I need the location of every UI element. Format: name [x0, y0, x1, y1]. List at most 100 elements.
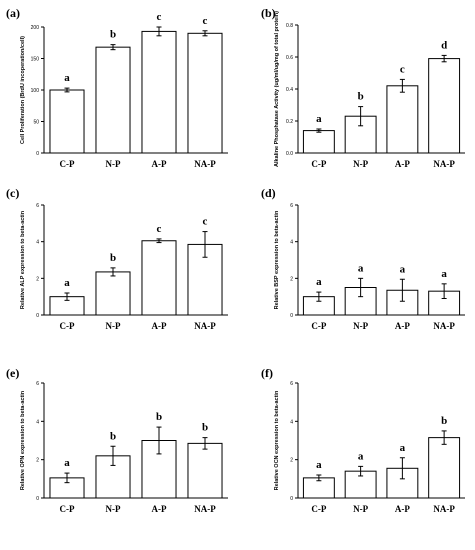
category-label: C-P: [311, 159, 326, 169]
y-tick-label: 4: [36, 240, 39, 246]
category-label: C-P: [60, 321, 75, 331]
category-label: A-P: [152, 504, 167, 514]
y-tick-label: 4: [290, 240, 293, 246]
category-label: C-P: [60, 504, 75, 514]
bar: [386, 85, 419, 154]
y-axis-label: Relative OPN expression to beta-actin: [20, 390, 26, 490]
y-axis-label: Relative ALP expression to beta-actin: [20, 210, 26, 309]
chart-panel-b: (b) 0.0 0.2 0.4 0.6 0.8 Alkaline Phosphatase A…: [261, 6, 465, 169]
y-tick-label: 0: [36, 496, 39, 502]
category-label: NA-P: [194, 504, 216, 514]
panel-label: (c): [6, 186, 19, 200]
chart-panel-e: (e) 0 2 4 6 Relative OPN expression to beta-a…: [6, 366, 228, 514]
y-tick-label: 6: [36, 203, 39, 209]
y-axis-label: Alkaline Phosphatase Activity (ug/ml/ug/…: [274, 11, 280, 167]
category-label: C-P: [311, 321, 326, 331]
category-label: NA-P: [194, 321, 216, 331]
y-tick-label: 150: [31, 57, 40, 63]
category-label: C-P: [311, 504, 326, 514]
significance-letter: a: [64, 72, 70, 84]
significance-letter: b: [110, 252, 116, 264]
bar: [141, 30, 177, 154]
y-axis-label: Cell Proliferation (BrdU incoperation/ce…: [20, 36, 26, 144]
significance-letter: c: [157, 11, 162, 23]
category-label: C-P: [60, 159, 75, 169]
bar: [428, 437, 461, 499]
panel-label: (f): [261, 366, 273, 380]
y-tick-label: 2: [290, 276, 293, 282]
y-axis-label: Relative OCN expression to beta-actin: [274, 390, 280, 490]
significance-letter: a: [358, 262, 364, 274]
significance-letter: b: [441, 415, 447, 427]
bar: [302, 130, 335, 154]
panel-label: (a): [6, 6, 20, 20]
significance-letter: a: [64, 277, 70, 289]
significance-letter: b: [110, 29, 116, 41]
panel-label: (e): [6, 366, 19, 380]
y-tick-label: 0.0: [286, 151, 293, 157]
significance-letter: c: [203, 15, 208, 27]
category-label: A-P: [152, 159, 167, 169]
panel-label: (d): [261, 186, 276, 200]
y-tick-label: 2: [36, 458, 39, 464]
y-tick-label: 0.4: [286, 87, 293, 93]
category-label: NA-P: [433, 321, 455, 331]
y-tick-label: 50: [33, 120, 39, 126]
chart-panel-f: (f) 0 2 4 6 Relative OCN expression to beta-a…: [261, 366, 465, 514]
category-label: N-P: [106, 504, 121, 514]
y-tick-label: 200: [31, 25, 40, 31]
significance-letter: b: [202, 422, 208, 434]
category-label: N-P: [353, 504, 368, 514]
category-label: NA-P: [433, 159, 455, 169]
y-tick-label: 0: [290, 496, 293, 502]
chart-panel-d: (d) 0 2 4 6 Relative BSP expression to beta-a…: [261, 186, 465, 331]
significance-letter: c: [203, 216, 208, 228]
y-tick-label: 2: [290, 458, 293, 464]
significance-letter: a: [358, 450, 364, 462]
bar: [187, 32, 223, 154]
significance-letter: b: [110, 430, 116, 442]
y-axis-label: Relative BSP expression to beta-actin: [274, 210, 280, 309]
category-label: A-P: [152, 321, 167, 331]
significance-letter: a: [316, 276, 322, 288]
significance-letter: c: [400, 63, 405, 75]
significance-letter: a: [316, 113, 322, 125]
bar: [428, 58, 461, 154]
significance-letter: a: [316, 459, 322, 471]
category-label: N-P: [353, 321, 368, 331]
category-label: NA-P: [194, 159, 216, 169]
significance-letter: b: [156, 411, 162, 423]
significance-letter: a: [64, 457, 70, 469]
category-label: N-P: [353, 159, 368, 169]
chart-panel-c: (c) 0 2 4 6 Relative ALP expression to beta-a…: [6, 186, 228, 331]
category-label: N-P: [106, 321, 121, 331]
significance-letter: c: [157, 223, 162, 235]
chart-panel-a: (a) 0 50 100 150 200 Cell Proliferation (BrdU …: [6, 6, 228, 169]
y-tick-label: 0: [36, 313, 39, 319]
y-tick-label: 0.6: [286, 55, 293, 61]
significance-letter: a: [441, 268, 447, 280]
category-label: A-P: [395, 159, 410, 169]
y-tick-label: 0.2: [286, 119, 293, 125]
panel-label: (b): [261, 6, 276, 20]
bar: [344, 115, 377, 154]
category-label: A-P: [395, 321, 410, 331]
y-tick-label: 0.8: [286, 23, 293, 29]
y-tick-label: 0: [36, 151, 39, 157]
category-label: A-P: [395, 504, 410, 514]
category-label: NA-P: [433, 504, 455, 514]
y-tick-label: 6: [290, 381, 293, 387]
significance-letter: a: [400, 263, 406, 275]
y-tick-label: 0: [290, 313, 293, 319]
y-tick-label: 4: [290, 419, 293, 425]
significance-letter: d: [441, 39, 447, 51]
bar: [49, 89, 85, 154]
y-tick-label: 4: [36, 419, 39, 425]
y-tick-label: 100: [31, 88, 40, 94]
significance-letter: a: [400, 442, 406, 454]
y-tick-label: 2: [36, 276, 39, 282]
bar: [141, 240, 177, 316]
y-tick-label: 6: [290, 203, 293, 209]
y-tick-label: 6: [36, 381, 39, 387]
